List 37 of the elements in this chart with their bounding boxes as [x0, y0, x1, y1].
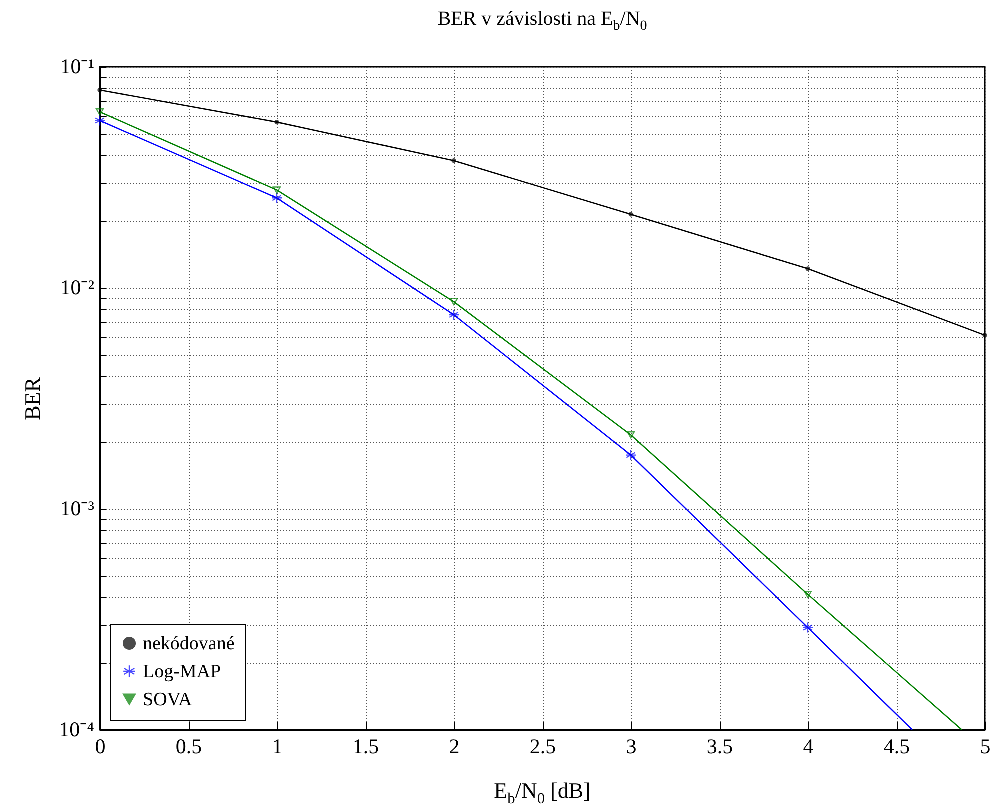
- legend-label: Log-MAP: [143, 662, 222, 682]
- x-tick-label: 2.5: [530, 734, 556, 758]
- legend-label: nekódované: [143, 634, 235, 654]
- legend-label: SOVA: [143, 690, 193, 710]
- x-tick-label: 4.5: [884, 734, 910, 758]
- point: [448, 309, 460, 321]
- y-tick-label: 10⁻²: [60, 276, 94, 300]
- y-tick-label: 10⁻⁴: [59, 718, 94, 742]
- point: [804, 591, 812, 598]
- chart-title: BER v závislosti na E$_{b}$/N$_{0}$: [436, 8, 648, 35]
- point: [450, 298, 458, 306]
- x-tick-label: 2: [449, 734, 460, 758]
- x-tick-label: 0: [95, 734, 106, 758]
- point: [982, 333, 988, 338]
- y-tick-label: 10⁻¹: [60, 54, 94, 78]
- x-axis-title: E$_{b}$/N$_{0}$ [dB]: [493, 778, 592, 808]
- y-axis-title: BER: [20, 377, 46, 420]
- point: [272, 186, 282, 194]
- point: [628, 212, 634, 217]
- x-tick-label: 4: [803, 734, 814, 758]
- x-tick-label: 5: [980, 734, 991, 758]
- point: [626, 432, 636, 439]
- point: [625, 450, 637, 461]
- point: [98, 88, 102, 93]
- x-tick-label: 1.5: [352, 734, 380, 758]
- point: [96, 108, 104, 116]
- x-tick-label: 3: [626, 734, 637, 758]
- point: [274, 120, 280, 125]
- x-tick-label: 1: [272, 734, 283, 758]
- point: [271, 192, 283, 204]
- point: [806, 266, 810, 272]
- point: [94, 115, 106, 126]
- point: [802, 622, 814, 634]
- point: [452, 158, 456, 164]
- x-tick-label: 3.5: [706, 734, 734, 758]
- x-tick-label: 0.5: [176, 734, 202, 758]
- y-tick-label: 10⁻³: [60, 496, 94, 520]
